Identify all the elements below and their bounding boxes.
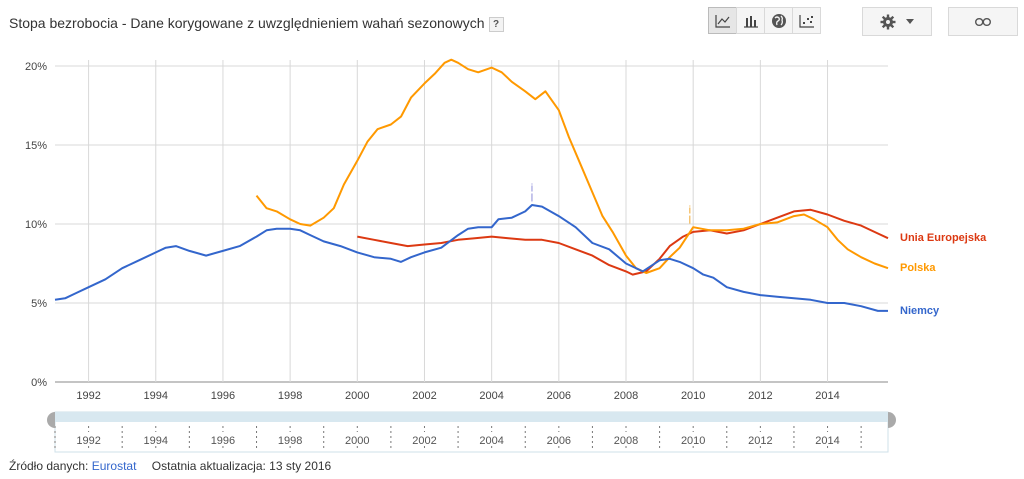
link-button[interactable] bbox=[948, 7, 1018, 36]
caret-down-icon bbox=[906, 19, 914, 24]
range-slider-label: 2004 bbox=[479, 435, 503, 447]
chart-type-toolbar bbox=[708, 7, 821, 36]
range-slider-label-bg bbox=[610, 432, 643, 446]
range-slider-band bbox=[55, 412, 888, 422]
source-label: Źródło danych: bbox=[9, 459, 89, 473]
range-slider-label: 1994 bbox=[144, 435, 168, 447]
series-label: Polska bbox=[900, 262, 936, 274]
range-slider-label: 2014 bbox=[815, 435, 839, 447]
footer: Źródło danych: Eurostat Ostatnia aktuali… bbox=[9, 459, 331, 473]
series-label: Niemcy bbox=[900, 305, 940, 317]
globe-map-icon[interactable] bbox=[764, 7, 793, 34]
range-slider-label-bg bbox=[341, 432, 374, 446]
range-slider-handle-left[interactable] bbox=[47, 412, 55, 428]
range-slider-label-bg bbox=[677, 432, 710, 446]
x-tick-label: 1994 bbox=[144, 390, 168, 402]
x-tick-label: 2000 bbox=[345, 390, 369, 402]
range-slider-label: 1998 bbox=[278, 435, 302, 447]
range-slider-label-bg bbox=[139, 432, 172, 446]
source-link[interactable]: Eurostat bbox=[91, 459, 137, 473]
range-slider-label-bg bbox=[811, 432, 844, 446]
range-slider-label-bg bbox=[72, 432, 105, 446]
x-tick-label: 2004 bbox=[479, 390, 503, 402]
range-slider-label: 1992 bbox=[76, 435, 100, 447]
series-line[interactable] bbox=[255, 58, 889, 274]
x-tick-label: 2006 bbox=[547, 390, 571, 402]
range-slider-label: 2002 bbox=[412, 435, 436, 447]
range-slider-label: 1996 bbox=[211, 435, 235, 447]
x-tick-label: 1996 bbox=[211, 390, 235, 402]
range-slider-handle-right[interactable] bbox=[888, 412, 896, 428]
range-slider-label-bg bbox=[274, 432, 307, 446]
settings-button[interactable] bbox=[862, 7, 932, 36]
range-slider-label-bg bbox=[542, 432, 575, 446]
x-tick-label: 2002 bbox=[412, 390, 436, 402]
bar-chart-icon[interactable] bbox=[736, 7, 765, 34]
range-slider-label-bg bbox=[744, 432, 777, 446]
help-icon[interactable]: ? bbox=[488, 17, 504, 32]
series-line[interactable] bbox=[54, 204, 888, 312]
series-label: Unia Europejska bbox=[900, 232, 987, 244]
range-slider-label: 2010 bbox=[681, 435, 705, 447]
link-icon bbox=[975, 17, 991, 26]
x-tick-label: 2010 bbox=[681, 390, 705, 402]
y-tick-label: 10% bbox=[25, 219, 47, 231]
y-tick-label: 5% bbox=[31, 298, 47, 310]
series-line[interactable] bbox=[357, 208, 889, 276]
x-tick-label: 2008 bbox=[614, 390, 638, 402]
line-chart: 0% 5% 10% 15% 20% 1992 1994 1996 1998 2000 2002 200… bbox=[25, 58, 987, 453]
chart-title: Stopa bezrobocia - Dane korygowane z uwz… bbox=[9, 15, 504, 32]
last-updated: Ostatnia aktualizacja: 13 sty 2016 bbox=[151, 459, 332, 473]
y-tick-label: 20% bbox=[25, 61, 47, 73]
x-tick-label: 1998 bbox=[278, 390, 302, 402]
x-tick-label: 2014 bbox=[815, 390, 839, 402]
range-slider-label: 2012 bbox=[748, 435, 772, 447]
range-slider-label-bg bbox=[408, 432, 441, 446]
annotation-marker: i bbox=[689, 205, 691, 217]
x-tick-label: 2012 bbox=[748, 390, 772, 402]
range-slider-label: 2000 bbox=[345, 435, 369, 447]
range-slider-label: 2006 bbox=[547, 435, 571, 447]
scatter-chart-icon[interactable] bbox=[792, 7, 821, 34]
y-tick-label: 15% bbox=[25, 140, 47, 152]
range-slider-label: 2008 bbox=[614, 435, 638, 447]
title-text: Stopa bezrobocia - Dane korygowane z uwz… bbox=[9, 15, 485, 31]
annotation-marker: i bbox=[531, 182, 533, 194]
x-tick-label: 1992 bbox=[76, 390, 100, 402]
y-tick-label: 0% bbox=[31, 377, 47, 389]
range-slider-label-bg bbox=[206, 432, 239, 446]
gear-icon bbox=[880, 14, 896, 29]
range-slider-label-bg bbox=[475, 432, 508, 446]
